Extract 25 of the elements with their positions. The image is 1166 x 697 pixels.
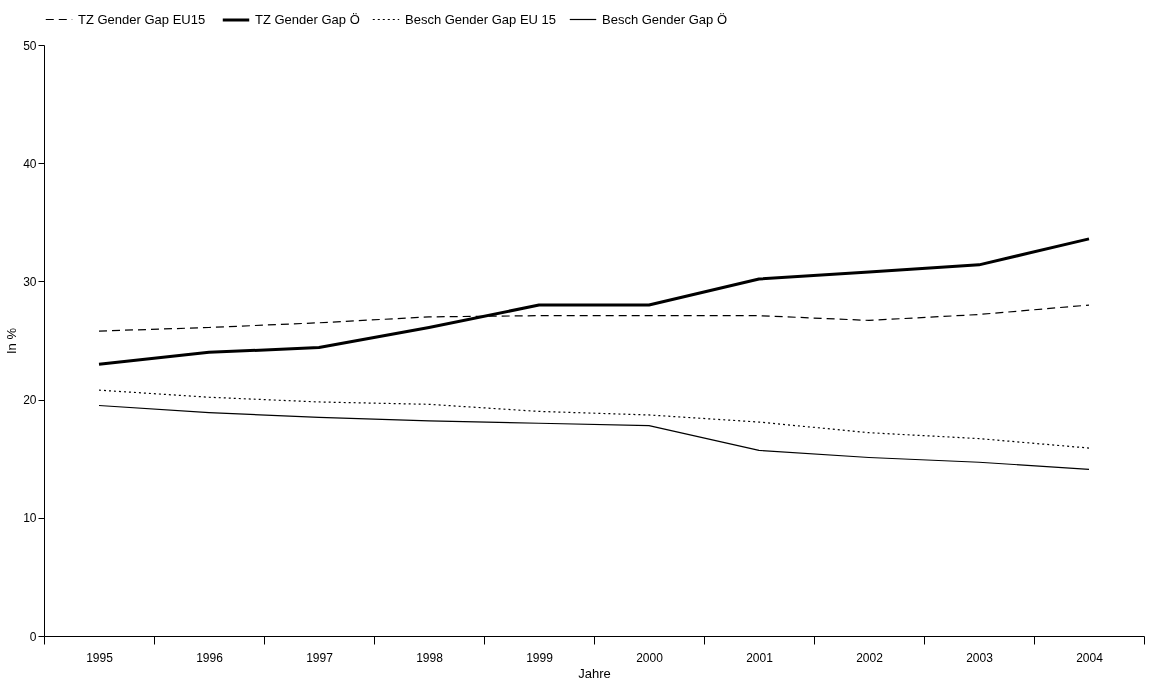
x-tick-label: 2003 (966, 650, 994, 665)
x-tick-label: 1999 (526, 650, 554, 665)
x-tick-label: 1996 (196, 650, 224, 665)
x-axis-title: Jahre (578, 665, 611, 681)
x-tick-label: 1997 (306, 650, 334, 665)
y-tick-label: 30 (23, 274, 37, 289)
x-tick-label: 2002 (856, 650, 884, 665)
legend-label: TZ Gender Gap EU15 (78, 11, 206, 27)
x-tick-label: 1995 (86, 650, 114, 665)
x-tick-label: 2001 (746, 650, 774, 665)
legend-label: Besch Gender Gap Ö (602, 11, 728, 27)
legend-label: TZ Gender Gap Ö (255, 12, 360, 27)
y-tick-label: 20 (23, 393, 37, 408)
y-tick-label: 10 (23, 511, 37, 526)
x-tick-label: 2004 (1076, 650, 1104, 665)
y-tick-label: 0 (29, 629, 37, 644)
line-series (98, 404, 1090, 470)
y-tick-label: 40 (23, 156, 37, 171)
y-axis-title: In % (4, 327, 20, 355)
x-tick-label: 1998 (416, 650, 444, 665)
legend-label: Besch Gender Gap EU 15 (405, 11, 557, 27)
y-tick-label: 50 (23, 38, 37, 53)
line-series (98, 389, 1090, 449)
x-tick-label: 2000 (636, 650, 664, 665)
line-series (97, 237, 1091, 366)
